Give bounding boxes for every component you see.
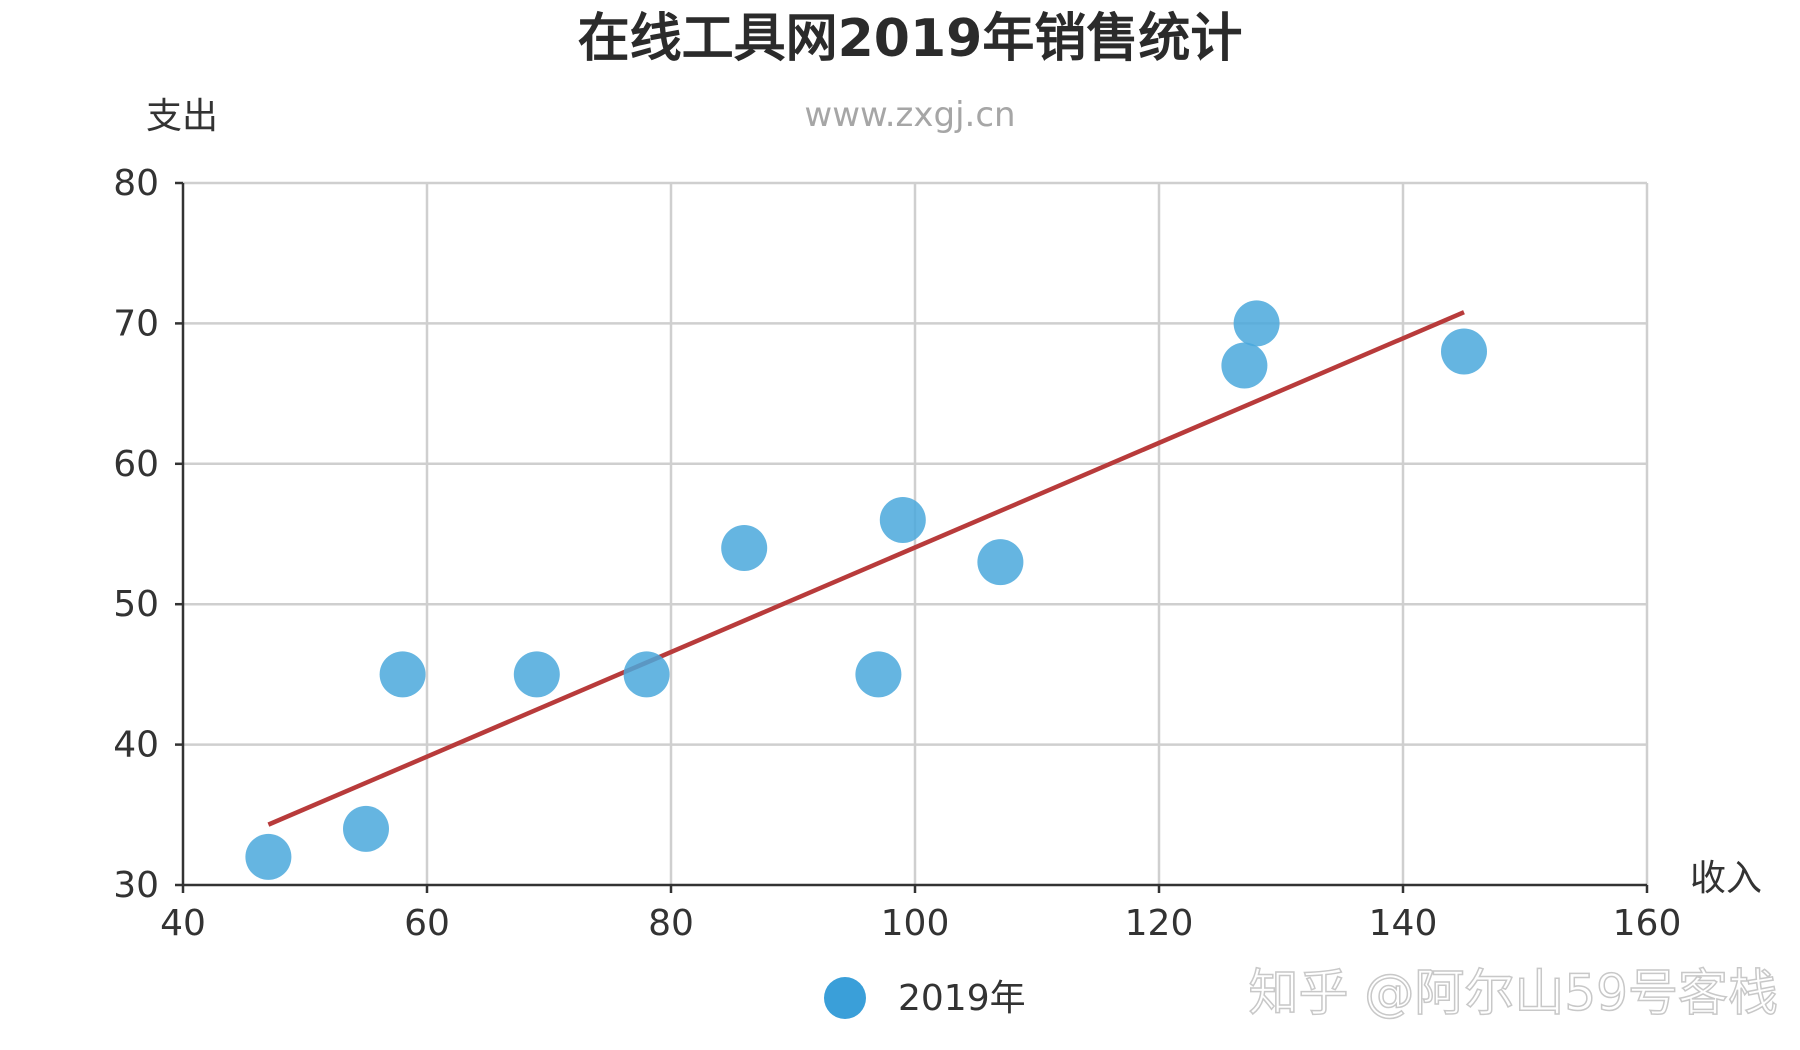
x-tick-label: 140: [1369, 903, 1438, 944]
watermark: 知乎 @阿尔山59号客栈: [1248, 964, 1778, 1022]
data-point[interactable]: [855, 651, 902, 698]
data-point[interactable]: [1233, 300, 1280, 347]
data-point[interactable]: [1441, 328, 1487, 375]
x-tick-label: 60: [404, 903, 450, 944]
data-point[interactable]: [977, 539, 1024, 586]
x-tick-label: 160: [1613, 903, 1682, 944]
legend-label: 2019年: [898, 978, 1026, 1019]
y-axis-label: 支出: [146, 96, 218, 137]
chart-title: 在线工具网2019年销售统计: [578, 9, 1243, 69]
trendline-layer: [267, 310, 1465, 827]
grid: [183, 181, 1649, 885]
x-tick-label: 80: [648, 903, 694, 944]
data-point[interactable]: [343, 805, 389, 852]
y-tick-label: 80: [113, 163, 159, 204]
x-tick-label: 120: [1125, 903, 1194, 944]
data-points: [245, 300, 1487, 880]
data-point[interactable]: [721, 525, 768, 572]
data-point[interactable]: [1221, 342, 1268, 389]
x-tick-label: 40: [160, 903, 206, 944]
x-axis-label: 收入: [1690, 858, 1762, 899]
data-point[interactable]: [623, 651, 670, 698]
axes: [175, 181, 1649, 893]
y-tick-label: 40: [113, 725, 159, 766]
legend[interactable]: 2019年: [824, 977, 1026, 1019]
y-tick-label: 30: [113, 865, 159, 906]
y-tick-label: 60: [113, 444, 159, 485]
trendline: [267, 310, 1465, 827]
data-point[interactable]: [245, 833, 292, 880]
y-tick-label: 70: [113, 303, 159, 344]
data-point[interactable]: [379, 651, 426, 698]
data-point[interactable]: [513, 651, 560, 698]
x-tick-label: 100: [881, 903, 950, 944]
legend-marker-icon: [824, 977, 866, 1019]
y-tick-label: 50: [113, 584, 159, 625]
data-point[interactable]: [879, 496, 926, 543]
chart-subtitle: www.zxgj.cn: [804, 95, 1015, 135]
